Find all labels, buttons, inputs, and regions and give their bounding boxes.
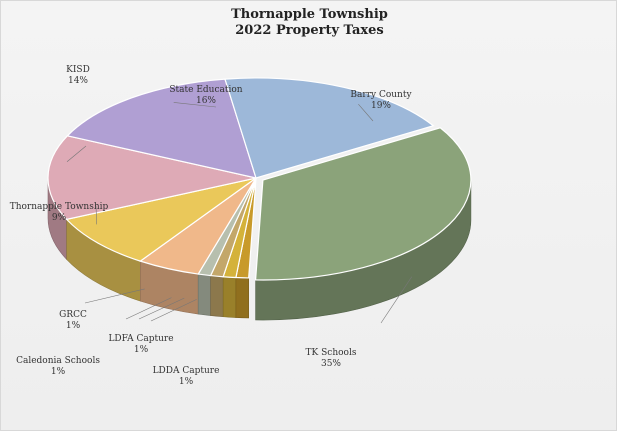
slice-percent-label: 35% bbox=[321, 359, 341, 369]
slice-percent-label: 1% bbox=[66, 321, 81, 331]
slice-percent-label: 16% bbox=[196, 96, 216, 106]
slice-label: Caledonia Schools bbox=[16, 356, 100, 366]
slice-label: Thornapple Township bbox=[10, 202, 109, 212]
chart-subtitle: 2022 Property Taxes bbox=[235, 23, 384, 38]
chart-title: Thornapple Township bbox=[231, 7, 388, 22]
pie-top-layer bbox=[47, 77, 472, 281]
leader-line bbox=[84, 288, 145, 304]
leader-line bbox=[66, 145, 87, 163]
slice-label: GRCC bbox=[59, 310, 87, 320]
slice-percent-label: 1% bbox=[51, 367, 66, 377]
pie-slice bbox=[254, 127, 472, 281]
pie-slice-side bbox=[235, 277, 249, 319]
slice-label: LDFA Capture bbox=[108, 334, 173, 344]
pie-slice-side bbox=[222, 276, 237, 318]
slice-label: KISD bbox=[66, 65, 90, 75]
pie-slice bbox=[66, 78, 257, 179]
leader-line bbox=[380, 276, 413, 324]
slice-label: LDDA Capture bbox=[153, 366, 220, 376]
slice-percent-label: 1% bbox=[134, 345, 149, 355]
leader-line bbox=[173, 102, 217, 108]
slice-percent-label: 9% bbox=[52, 213, 67, 223]
slice-label: Barry County bbox=[350, 90, 412, 100]
slice-label: State Education bbox=[169, 85, 242, 95]
leader-line bbox=[95, 205, 98, 225]
leader-line bbox=[358, 103, 374, 122]
slice-percent-label: 14% bbox=[68, 76, 88, 86]
leader-line bbox=[138, 297, 185, 320]
pie-slice-side bbox=[210, 275, 224, 318]
leader-line bbox=[150, 299, 197, 322]
slice-percent-label: 19% bbox=[371, 101, 391, 111]
pie-slice bbox=[224, 77, 435, 179]
pie-side-layer bbox=[47, 177, 472, 321]
pie-slice-side bbox=[197, 273, 211, 316]
slice-label: TK Schools bbox=[306, 348, 357, 358]
pie-slice bbox=[47, 135, 257, 221]
leader-line bbox=[125, 297, 172, 320]
slice-percent-label: 1% bbox=[179, 377, 194, 387]
pie-slice bbox=[65, 177, 257, 262]
